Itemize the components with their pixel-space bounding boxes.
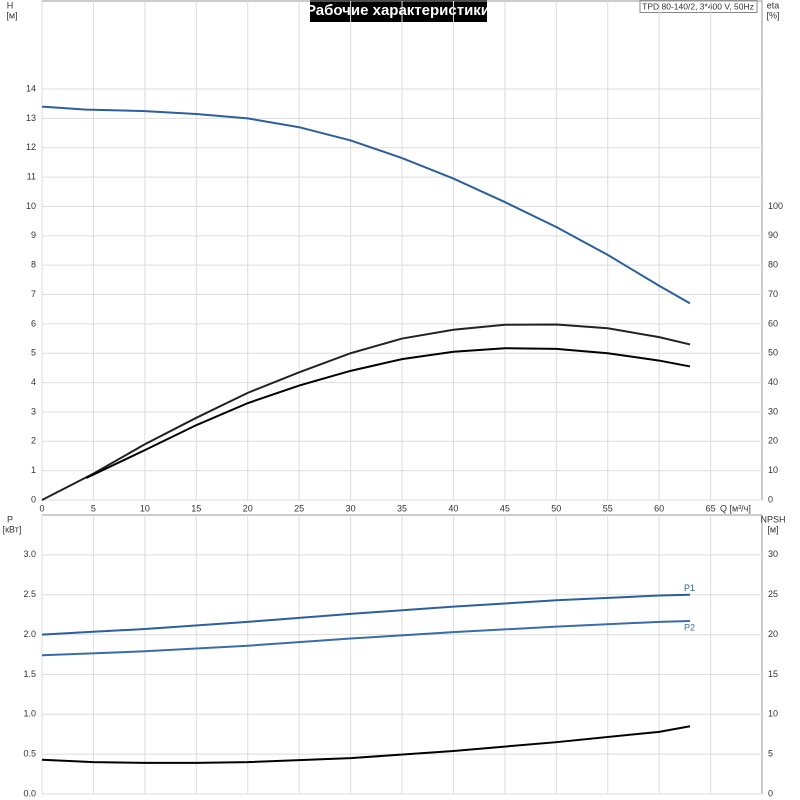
x-tick-label: 35 [397,503,407,513]
y2-tick-label: 5 [768,749,773,759]
y-tick-label: 12 [26,142,36,152]
y-tick-label: 1.5 [23,669,36,679]
y-tick-label: 9 [31,230,36,240]
curve [41,620,691,657]
x-tick-label: 40 [448,503,458,513]
y2-tick-label: 20 [768,629,778,639]
y-tick-label: 5 [31,348,36,358]
y-tick-label: 8 [31,260,36,270]
y-tick-label: 7 [31,289,36,299]
x-tick-label: 60 [654,503,664,513]
y2-tick-label: 100 [768,201,783,211]
y2-tick-label: 30 [768,406,778,416]
y2-tick-label: 20 [768,436,778,446]
y-tick-label: 2.5 [23,589,36,599]
y2-tick-label: 25 [768,589,778,599]
y2-tick-label: 50 [768,348,778,358]
y-tick-label: 4 [31,377,36,387]
y2-axis-unit: [м] [767,524,778,534]
x-tick-label: 65 [706,503,716,513]
y-axis-unit: [кВт] [3,524,22,534]
x-tick-label: 5 [91,503,96,513]
y-tick-label: 0.0 [23,788,36,798]
curve-label: P2 [684,622,695,632]
y-axis-unit: [м] [6,10,17,20]
y2-tick-label: 30 [768,549,778,559]
x-tick-label: 30 [346,503,356,513]
model-label: TPD 80-140/2, 3*400 V, 50Hz [642,1,754,11]
x-tick-label: 15 [191,503,201,513]
curve [41,323,691,501]
curve [41,593,691,636]
y2-tick-label: 60 [768,318,778,328]
y-tick-label: 2 [31,436,36,446]
title-box [310,0,487,22]
x-tick-label: 50 [551,503,561,513]
curve [85,347,691,479]
chart-title: Рабочие характеристики [306,2,490,19]
x-tick-label: 45 [500,503,510,513]
y-tick-label: 3 [31,406,36,416]
y2-axis-label: NPSH [760,514,785,524]
y-tick-label: 2.0 [23,629,36,639]
curve [41,725,691,764]
y2-tick-label: 15 [768,669,778,679]
y2-tick-label: 10 [768,709,778,719]
y2-tick-label: 80 [768,260,778,270]
y-axis-label: P [7,514,13,524]
y-tick-label: 6 [31,318,36,328]
x-tick-label: 0 [39,503,44,513]
y2-tick-label: 90 [768,230,778,240]
y-tick-label: 1 [31,465,36,475]
curve-label: P1 [684,583,695,593]
x-tick-label: 20 [243,503,253,513]
y-tick-label: 10 [26,201,36,211]
curve [41,105,691,305]
y-tick-label: 11 [27,171,36,181]
x-tick-label: 10 [140,503,150,513]
y2-tick-label: 0 [768,788,773,798]
y-axis-label: H [7,0,14,10]
y-tick-label: 14 [26,83,36,93]
y-tick-label: 3.0 [23,549,36,559]
y2-axis-label: eta [767,0,780,10]
y2-tick-label: 70 [768,289,778,299]
y2-tick-label: 40 [768,377,778,387]
y-tick-label: 13 [26,113,36,123]
y2-tick-label: 10 [768,465,778,475]
x-tick-label: 55 [603,503,613,513]
x-tick-label: 25 [294,503,304,513]
y-tick-label: 1.0 [23,709,36,719]
y2-axis-unit: [%] [766,10,779,20]
y2-tick-label: 0 [768,494,773,504]
y-tick-label: 0.5 [23,749,36,759]
y-tick-label: 0 [31,494,36,504]
x-axis-label: Q [м³/ч] [720,503,751,513]
